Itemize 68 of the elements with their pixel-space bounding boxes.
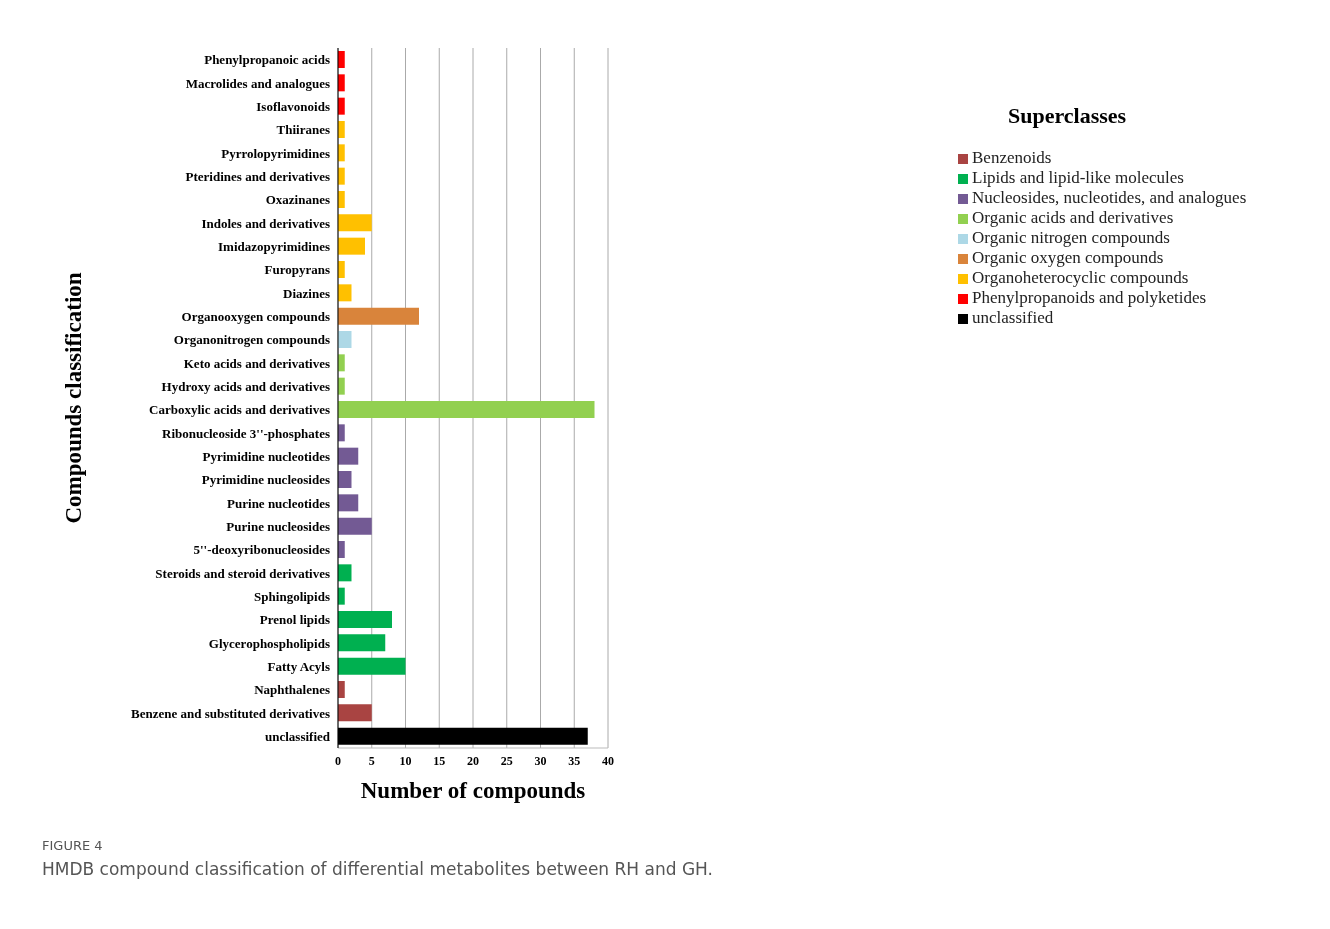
x-tick-label: 40 (602, 753, 614, 768)
y-tick-label: Glycerophospholipids (208, 635, 330, 651)
bar (338, 401, 595, 418)
y-tick-label: Purine nucleotides (227, 495, 330, 511)
bar (338, 447, 359, 465)
y-tick-label: Sphingolipids (254, 588, 330, 604)
x-tick-label: 25 (500, 753, 513, 768)
y-tick-label: Fatty Acyls (267, 658, 330, 674)
bar (338, 284, 352, 302)
y-axis-title: Compounds classification (61, 272, 87, 524)
x-tick-label: 5 (368, 753, 375, 768)
x-tick-label: 20 (467, 753, 479, 768)
bar (338, 611, 392, 628)
y-tick-label: Carboxylic acids and derivatives (149, 402, 330, 418)
y-tick-label: Pyrimidine nucleosides (201, 472, 330, 488)
y-tick-label: Indoles and derivatives (201, 215, 330, 231)
y-tick-label: Pyrimidine nucleotides (202, 448, 330, 464)
y-tick-label: Steroids and steroid derivatives (155, 565, 330, 581)
bar (338, 494, 359, 512)
bar (338, 634, 386, 652)
bar (338, 471, 352, 488)
legend-label: Organic nitrogen compounds (972, 228, 1170, 247)
caption: FIGURE 4 (42, 838, 104, 853)
bar (338, 564, 352, 582)
x-tick-label: 35 (568, 753, 581, 768)
bar (338, 331, 352, 348)
legend-label: Organoheterocyclic compounds (972, 268, 1189, 287)
legend-title: Superclasses (1008, 103, 1127, 129)
x-tick-label: 10 (399, 753, 412, 768)
y-tick-label: Benzene and substituted derivatives (131, 705, 330, 721)
y-tick-label: Hydroxy acids and derivatives (161, 378, 330, 394)
legend-label: unclassified (972, 308, 1054, 327)
y-tick-label: Prenol lipids (259, 612, 330, 628)
bar (338, 237, 365, 255)
y-tick-label: Organonitrogen compounds (173, 332, 330, 348)
bar (338, 517, 372, 535)
legend-label: Phenylpropanoids and polyketides (972, 288, 1207, 307)
legend-label: Organic oxygen compounds (972, 248, 1164, 267)
y-tick-label: 5''-deoxyribonucleosides (193, 542, 330, 558)
y-tick-label: Isoflavonoids (256, 98, 330, 114)
text: HMDB compound classification of differential metabolites between RH and GH. (42, 859, 713, 879)
y-tick-label: Naphthalenes (254, 682, 330, 698)
y-tick-label: Purine nucleosides (226, 518, 330, 534)
y-tick-label: Macrolides and analogues (185, 75, 330, 91)
y-tick-label: Imidazopyrimidines (218, 238, 330, 254)
legend-label: Organic acids and derivatives (972, 208, 1174, 227)
legend-label: Benzenoids (972, 148, 1052, 167)
y-tick-label: Ribonucleoside 3''-phosphates (162, 425, 330, 441)
y-tick-label: Thiiranes (276, 122, 330, 138)
x-tick-label: 30 (534, 753, 547, 768)
y-tick-label: Diazines (283, 285, 330, 301)
y-tick-label: Phenylpropanoic acids (204, 52, 330, 68)
bar (338, 307, 419, 325)
y-tick-label: Keto acids and derivatives (183, 355, 330, 371)
y-tick-label: Oxazinanes (265, 192, 330, 208)
y-tick-label: unclassified (264, 728, 331, 744)
y-tick-label: Furopyrans (264, 262, 330, 278)
legend-label: Nucleosides, nucleotides, and analogues (972, 188, 1247, 207)
x-tick-label: 15 (433, 753, 446, 768)
bar (338, 657, 406, 675)
bar (338, 704, 372, 722)
y-tick-label: Pyrrolopyrimidines (221, 145, 330, 161)
legend-label: Lipids and lipid-like molecules (972, 168, 1184, 187)
y-tick-label: Pteridines and derivatives (185, 168, 330, 184)
y-tick-label: Organooxygen compounds (181, 308, 330, 324)
x-axis-title: Number of compounds (360, 778, 586, 804)
x-tick-label: 0 (335, 753, 341, 768)
bar (338, 214, 372, 232)
